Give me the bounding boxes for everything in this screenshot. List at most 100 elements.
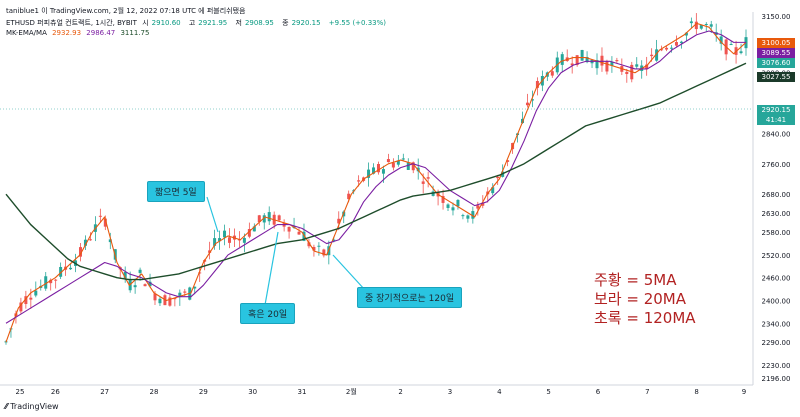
- candle-body: [143, 284, 147, 287]
- x-tick-label: 2: [398, 388, 402, 396]
- candle-body: [173, 298, 177, 300]
- series-line-20ma: [5, 30, 746, 324]
- high-value: 2921.95: [198, 19, 228, 27]
- moving-average-lines: [5, 22, 747, 343]
- y-tick-label: 2520.00: [762, 252, 791, 260]
- y-tick-label: 2400.00: [762, 297, 791, 305]
- candle-body: [401, 158, 405, 160]
- price-tag-120ma: 3027.55: [757, 72, 795, 82]
- callout-or: 혹은 20일: [240, 303, 296, 324]
- y-tick-label: 2630.00: [762, 210, 791, 218]
- x-tick-label: 7: [645, 388, 649, 396]
- y-tick-label: 2290.00: [762, 339, 791, 347]
- candle-body: [441, 196, 445, 203]
- candle-body: [213, 238, 217, 246]
- tradingview-logo-icon: ⁄⁄: [5, 402, 8, 411]
- indicator-line[interactable]: MK-EMA/MA 2932.93 2986.47 3111.75: [6, 29, 152, 37]
- candle-body: [312, 246, 316, 251]
- indicator-value-3: 3111.75: [120, 29, 150, 37]
- close-label: 종: [282, 19, 289, 27]
- candle-body: [34, 290, 38, 296]
- candle-body: [98, 215, 102, 217]
- candle-body: [496, 176, 500, 179]
- price-tag-20ma: 3089.55: [757, 48, 795, 58]
- candle-body: [645, 64, 649, 69]
- candle-body: [689, 21, 693, 24]
- indicator-name[interactable]: MK-EMA/MA: [6, 29, 47, 37]
- callout-short-pointer: [206, 196, 219, 233]
- callout-mid-long: 중 장기적으로는 120일: [357, 287, 463, 308]
- candle-body: [227, 237, 231, 243]
- candle-body: [506, 160, 510, 162]
- candle-body: [406, 162, 410, 170]
- symbol-title[interactable]: ETHUSD 퍼피츄얼 컨트랙트, 1시간, BYBIT: [6, 19, 137, 27]
- candle-body: [257, 215, 261, 223]
- candle-body: [396, 160, 400, 165]
- candle-body: [337, 218, 341, 224]
- candle-body: [426, 177, 430, 179]
- x-tick-label: 3: [448, 388, 452, 396]
- candle-body: [153, 293, 157, 301]
- x-tick-label: 31: [298, 388, 307, 396]
- candle-body: [103, 218, 107, 227]
- open-value: 2910.60: [151, 19, 181, 27]
- candle-body: [550, 71, 554, 76]
- change-value: +9.55 (+0.33%): [328, 19, 387, 27]
- candle-body: [625, 71, 629, 75]
- x-tick-label: 2월: [346, 387, 357, 396]
- candle-body: [476, 205, 480, 209]
- candle-body: [88, 239, 92, 241]
- y-tick-label: 2840.00: [762, 130, 791, 138]
- candle-body: [525, 102, 529, 106]
- x-tick-label: 25: [16, 388, 25, 396]
- x-tick-label: 28: [150, 388, 159, 396]
- candle-body: [570, 63, 574, 66]
- candle-body: [655, 49, 659, 61]
- candle-body: [332, 239, 336, 241]
- candle-body: [580, 49, 584, 61]
- candle-body: [704, 23, 708, 25]
- candle-body: [699, 25, 703, 29]
- candle-body: [665, 47, 669, 50]
- close-value: 2920.15: [291, 19, 321, 27]
- candle-body: [670, 47, 674, 49]
- ma-legend: 주황 = 5MA 보라 = 20MA 초록 = 120MA: [594, 271, 696, 328]
- candle-body: [247, 229, 251, 237]
- price-tag-last: 2920.15: [757, 105, 795, 115]
- legend-20ma: 보라 = 20MA: [594, 290, 686, 308]
- candle-body: [54, 279, 58, 281]
- price-axis[interactable]: 2196.00 2230.00 2290.00 2340.00 2400.00 2460.…: [762, 13, 791, 383]
- candle-body: [615, 60, 619, 62]
- indicator-value-1: 2932.93: [52, 29, 82, 37]
- candle-body: [223, 230, 227, 238]
- y-tick-label: 2580.00: [762, 229, 791, 237]
- time-axis[interactable]: 25 26 27 28 29 30 31 2월 2 3 4 5 6 7 8 9: [16, 387, 747, 396]
- tradingview-logo[interactable]: ⁄⁄ TradingView: [5, 402, 59, 411]
- candle-body: [600, 55, 604, 66]
- y-tick-label: 2230.00: [762, 362, 791, 370]
- candle-body: [660, 49, 664, 51]
- candle-body: [183, 291, 187, 293]
- candle-body: [262, 215, 266, 223]
- candle-body: [302, 231, 306, 241]
- candle-body: [178, 292, 182, 298]
- candle-body: [421, 181, 425, 184]
- x-tick-label: 5: [546, 388, 550, 396]
- candle-body: [386, 159, 390, 163]
- candle-body: [44, 276, 48, 289]
- candle-body: [466, 215, 470, 219]
- candle-body: [133, 285, 137, 288]
- x-tick-label: 8: [694, 388, 698, 396]
- x-tick-label: 26: [51, 388, 60, 396]
- y-tick-label: 2760.00: [762, 161, 791, 169]
- candle-body: [347, 193, 351, 200]
- x-tick-label: 27: [100, 388, 109, 396]
- candle-body: [535, 81, 539, 88]
- x-tick-label: 6: [596, 388, 601, 396]
- candle-body: [322, 249, 326, 256]
- candle-body: [595, 60, 599, 69]
- candle-body: [684, 32, 688, 36]
- candle-body: [674, 42, 678, 46]
